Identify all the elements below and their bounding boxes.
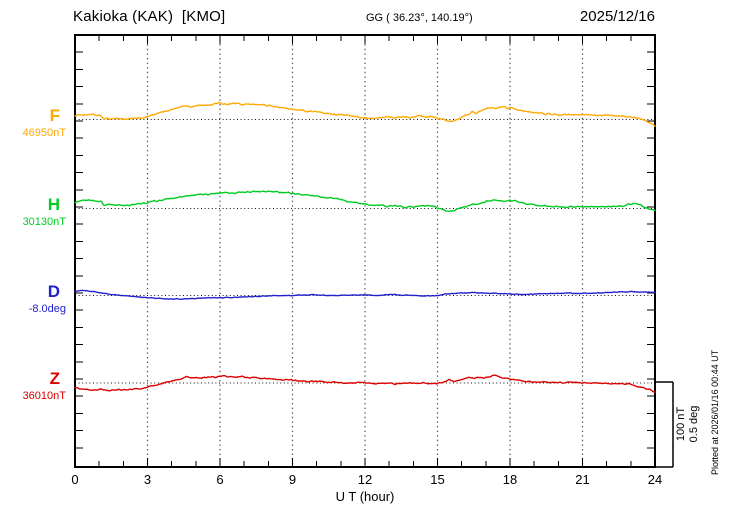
scale-bar-deg-label: 0.5 deg [688,405,700,443]
x-tick-label-15: 15 [430,472,445,487]
x-tick-label-9: 9 [288,472,297,487]
channel-baseline-value-D: -8.0deg [28,302,66,315]
x-tick-label-18: 18 [502,472,518,487]
trace-D [74,289,656,300]
channel-baseline-value-F: 46950nT [22,126,66,139]
plotted-at-note: Plotted at 2026/01/16 00:44 UT [710,349,720,475]
geo-coordinates: GG ( 36.23°, 140.19°) [366,12,473,24]
scale-bar-nt-label: 100 nT [675,406,687,442]
x-tick-label-21: 21 [575,472,590,487]
x-tick-label-12: 12 [357,472,373,487]
trace-F [74,101,656,127]
x-axis-title: U T (hour) [335,489,395,504]
channel-letter-H: H [47,194,60,214]
channel-letter-Z: Z [49,369,60,388]
channel-baseline-value-Z: 36010nT [22,390,66,402]
plot-frame [74,34,656,468]
x-tick-label-6: 6 [216,472,224,487]
channel-baseline-value-H: 30130nT [22,215,66,228]
scale-bar-label: 100 nT 0.5 deg [675,381,701,467]
channel-letter-F: F [49,105,60,125]
x-tick-label-3: 3 [143,472,152,487]
channel-letter-D: D [47,281,60,301]
x-tick-label-24: 24 [647,472,663,487]
station-title: Kakioka (KAK) [KMO] [73,8,226,25]
trace-Z [74,374,656,394]
plot-date: 2025/12/16 [579,8,655,25]
trace-H [74,190,656,213]
x-tick-label-0: 0 [71,472,79,487]
